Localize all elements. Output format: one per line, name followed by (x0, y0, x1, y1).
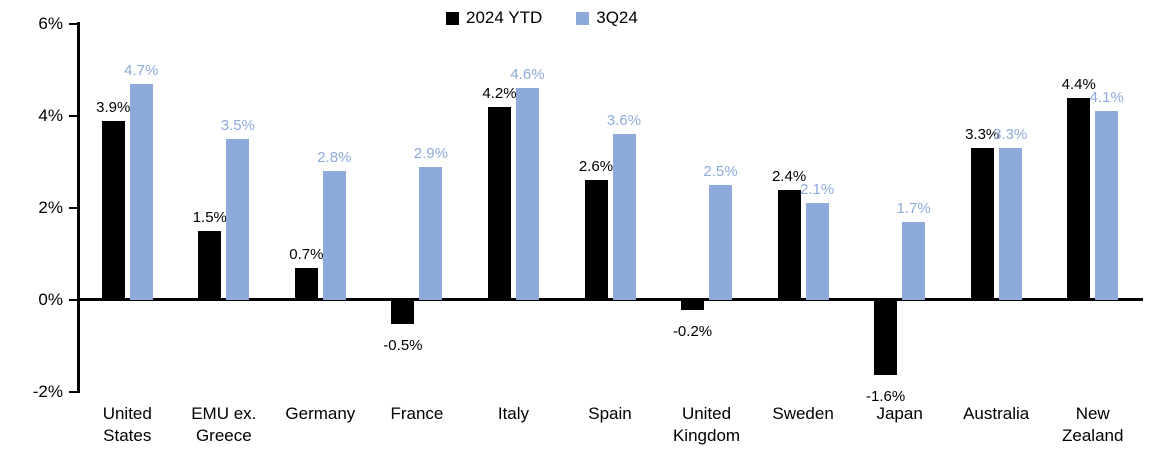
bar-label-3q24-united-states: 4.7% (124, 61, 159, 79)
bar-label-2024-ytd-france: -0.5% (383, 337, 423, 354)
bar-3q24-australia (998, 148, 1022, 300)
bar-label-3q24-united-kingdom: 2.5% (703, 163, 738, 180)
bar-3q24-emu-ex-greece (226, 139, 250, 300)
y-tick-label-0: 0% (38, 290, 63, 309)
legend-label-3q24: 3Q24 (596, 8, 638, 27)
bar-label-3q24-australia: 3.3% (993, 126, 1028, 144)
bar-2024-ytd-france (391, 301, 415, 324)
bar-2024-ytd-sweden (777, 189, 801, 300)
bar-2024-ytd-australia (970, 148, 994, 300)
category-label-new-zealand: New Zealand (1062, 404, 1124, 445)
bar-2024-ytd-new-zealand (1067, 97, 1091, 300)
y-tick-label-2: 2% (38, 198, 63, 217)
chart-legend: 2024 YTD 3Q24 (446, 8, 638, 28)
bar-label-2024-ytd-germany: 0.7% (289, 245, 324, 263)
bar-2024-ytd-spain (584, 180, 608, 300)
bar-3q24-france (419, 166, 443, 300)
bar-2024-ytd-japan (874, 301, 898, 375)
bar-label-3q24-emu-ex-greece: 3.5% (220, 117, 255, 134)
bar-label-2024-ytd-new-zealand: 4.4% (1061, 75, 1096, 93)
category-label-australia: Australia (963, 404, 1030, 423)
y-tick-2 (69, 207, 77, 209)
legend-item-3q24: 3Q24 (576, 8, 638, 28)
bar-label-2024-ytd-united-states: 3.9% (96, 98, 131, 116)
bar-2024-ytd-emu-ex-greece (198, 231, 222, 300)
bar-label-2024-ytd-sweden: 2.4% (771, 167, 807, 185)
bar-label-3q24-spain: 3.6% (606, 112, 642, 130)
category-label-spain: Spain (588, 404, 632, 423)
bar-3q24-germany (322, 171, 346, 300)
legend-swatch-3q24 (576, 11, 590, 25)
y-tick-label-2: -2% (32, 382, 63, 401)
y-axis-line (77, 22, 80, 393)
bar-label-2024-ytd-united-kingdom: -0.2% (672, 323, 713, 341)
legend-item-2024-ytd: 2024 YTD (446, 8, 542, 28)
x-axis-baseline (77, 298, 1143, 301)
bar-label-3q24-japan: 1.7% (896, 199, 931, 217)
bar-label-2024-ytd-spain: 2.6% (578, 158, 614, 176)
bar-label-3q24-germany: 2.8% (317, 149, 352, 167)
y-tick-6 (69, 23, 77, 25)
category-label-germany: Germany (285, 404, 356, 423)
category-label-japan: Japan (876, 404, 923, 423)
category-label-united-states: United States (102, 404, 152, 445)
bar-label-3q24-italy: 4.6% (510, 66, 545, 84)
legend-label-2024-ytd: 2024 YTD (466, 8, 543, 27)
bar-3q24-sweden (805, 203, 829, 300)
legend-swatch-2024-ytd (446, 11, 459, 25)
bar-3q24-united-kingdom (709, 185, 733, 300)
bar-label-2024-ytd-italy: 4.2% (482, 84, 517, 102)
bar-3q24-japan (902, 221, 926, 300)
bar-label-2024-ytd-emu-ex-greece: 1.5% (192, 209, 227, 226)
category-label-united-kingdom: United Kingdom (672, 404, 741, 445)
bar-label-2024-ytd-japan: -1.6% (866, 387, 906, 405)
y-tick-label-6: 6% (38, 14, 63, 33)
bar-label-3q24-sweden: 2.1% (799, 181, 835, 199)
bar-label-3q24-new-zealand: 4.1% (1089, 89, 1124, 107)
bar-2024-ytd-united-kingdom (681, 301, 705, 311)
category-label-italy: Italy (497, 404, 530, 423)
bar-2024-ytd-germany (294, 267, 318, 300)
y-tick-0 (69, 299, 77, 301)
bar-3q24-italy (515, 88, 539, 300)
bar-label-3q24-france: 2.9% (413, 144, 448, 162)
category-label-emu-ex-greece: EMU ex. Greece (191, 404, 257, 445)
bar-3q24-new-zealand (1095, 111, 1119, 300)
bar-label-2024-ytd-australia: 3.3% (965, 126, 1000, 144)
bar-3q24-spain (612, 134, 636, 300)
category-label-france: France (390, 404, 444, 423)
bar-3q24-united-states (129, 83, 153, 300)
category-label-sweden: Sweden (772, 404, 834, 423)
y-tick-4 (69, 115, 77, 117)
bar-2024-ytd-italy (487, 106, 511, 300)
y-tick-2 (69, 391, 77, 393)
bar-2024-ytd-united-states (101, 120, 125, 300)
y-tick-label-4: 4% (38, 106, 63, 125)
